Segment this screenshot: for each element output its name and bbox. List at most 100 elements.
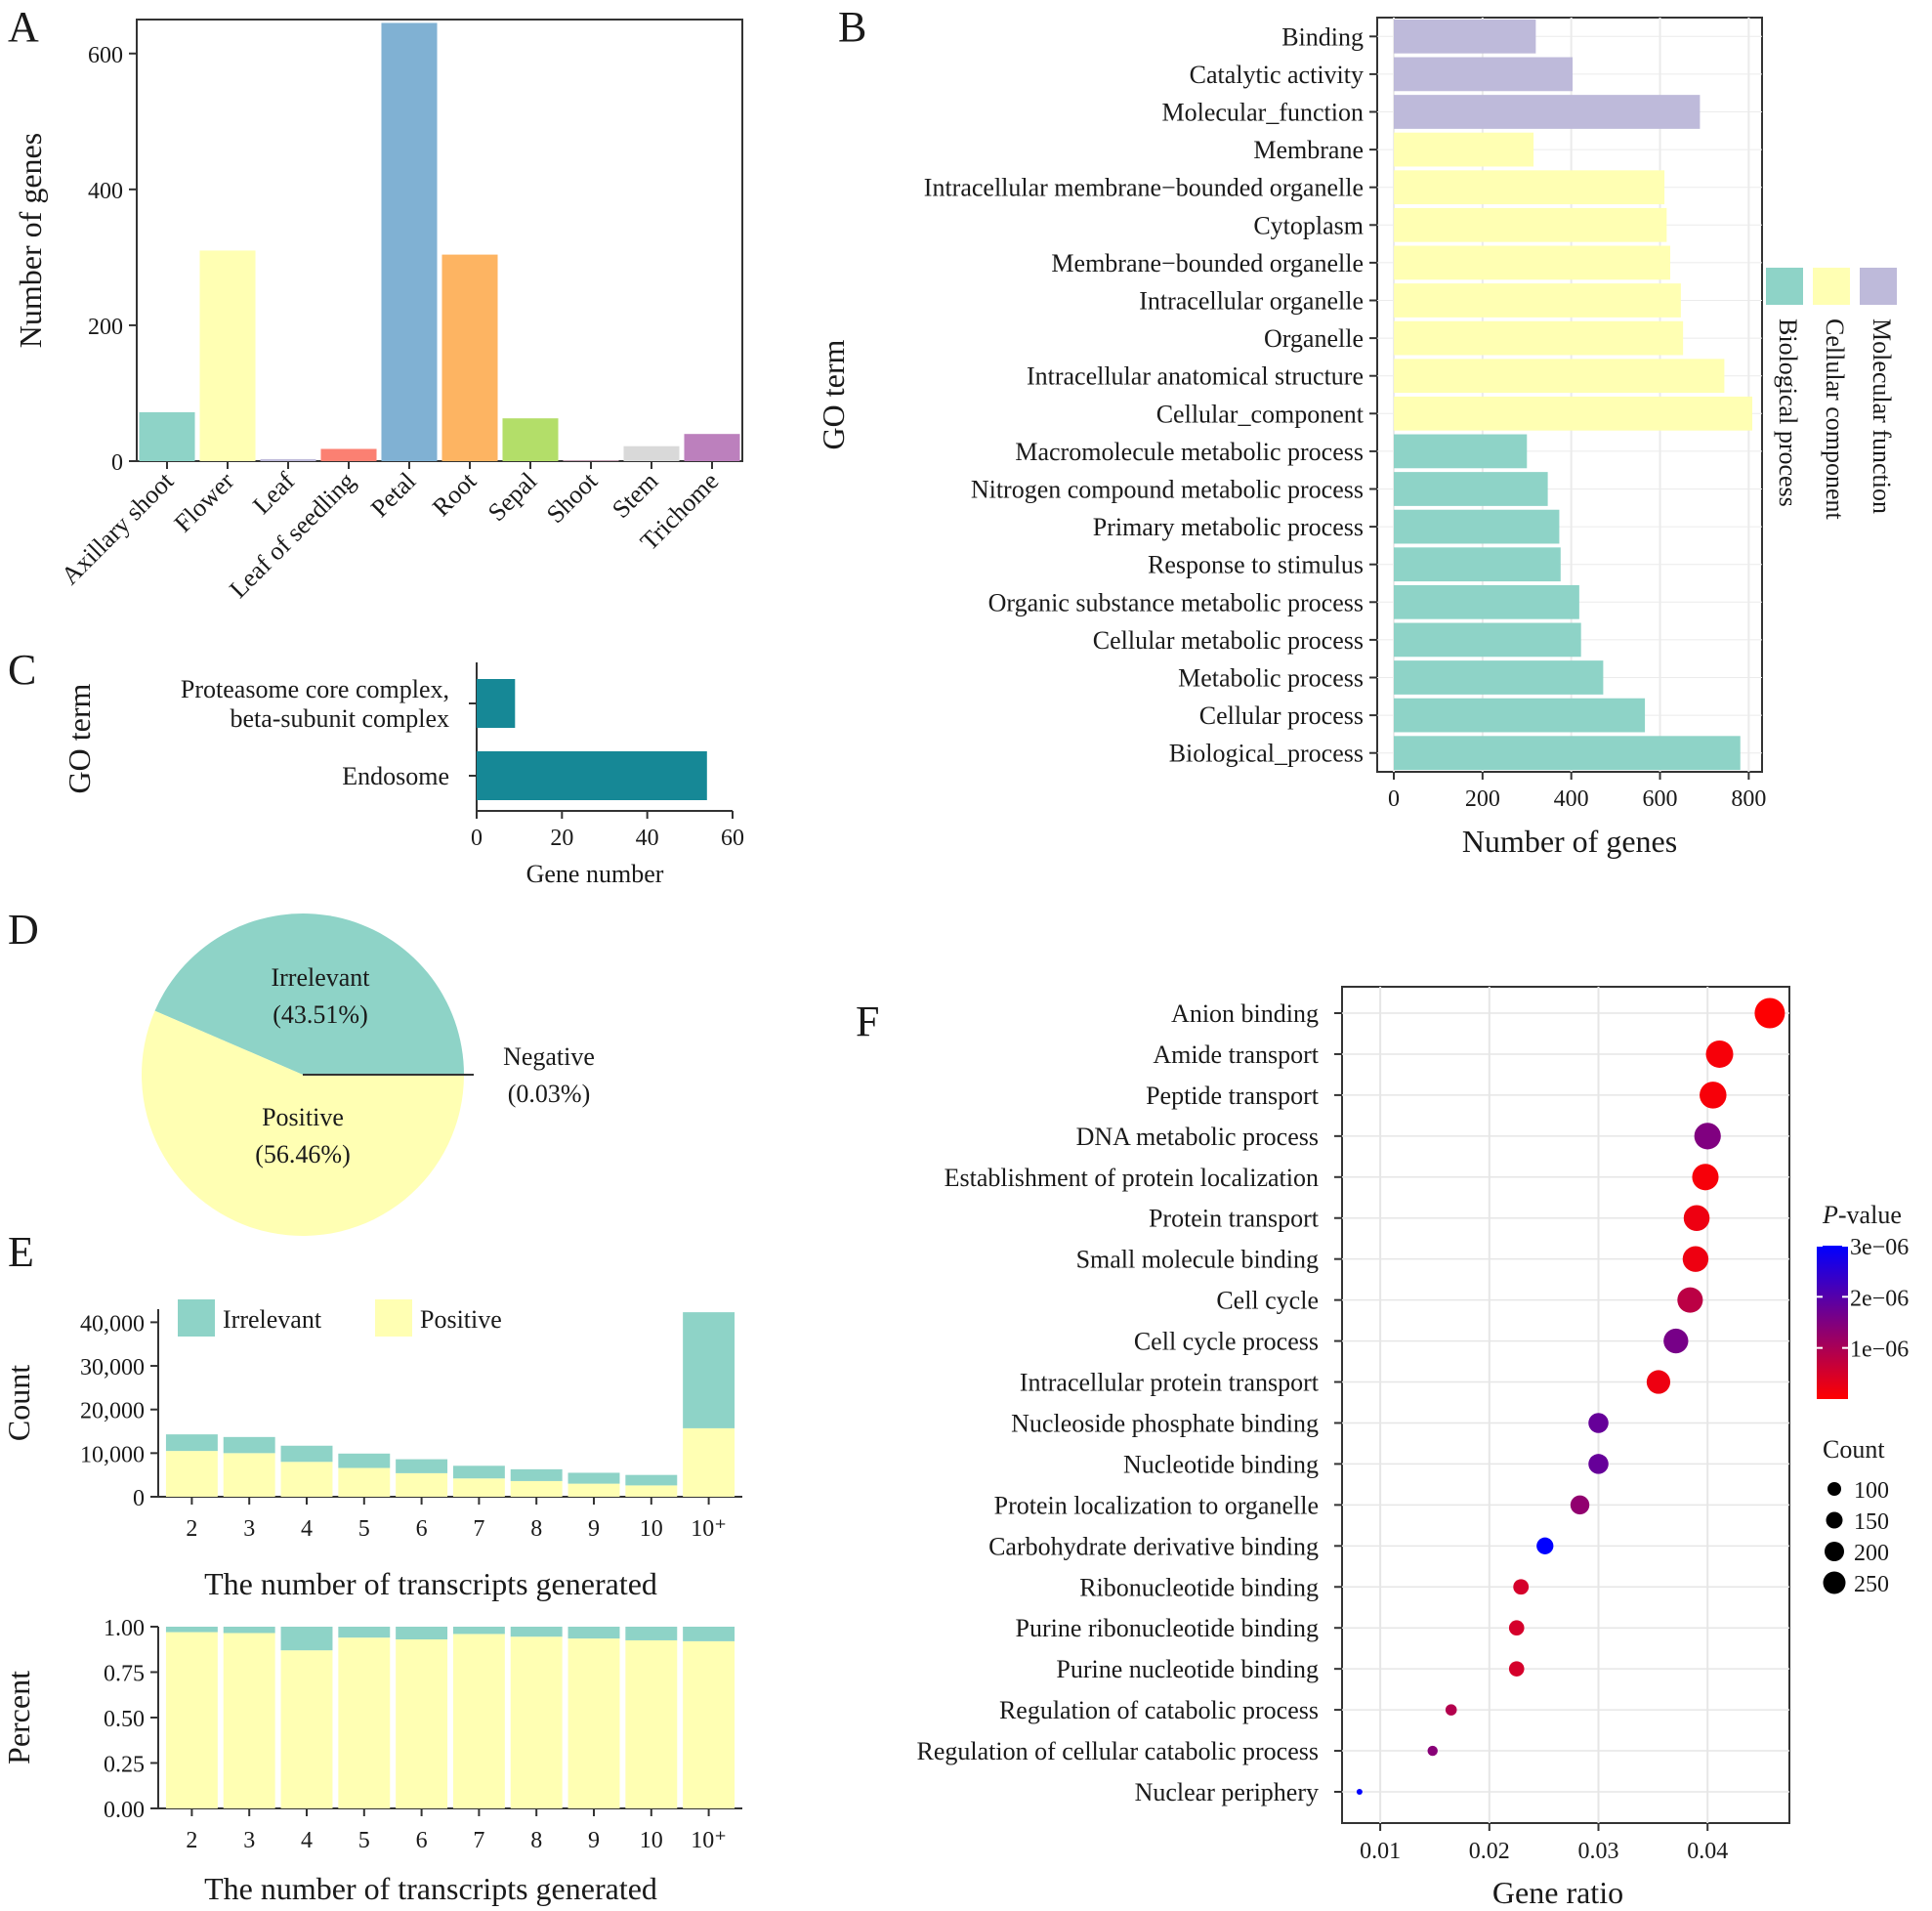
legend-swatch <box>1766 268 1803 305</box>
bar-segment-irrelevant <box>338 1627 391 1638</box>
y-tick-label: 1.00 <box>104 1616 145 1641</box>
y-tick-label: Regulation of cellular catabolic process <box>916 1737 1319 1765</box>
bar-go-term <box>1394 584 1579 619</box>
bar-segment-positive <box>396 1472 448 1497</box>
bar-segment-positive <box>683 1427 735 1497</box>
y-tick-label: Biological_process <box>1169 740 1364 768</box>
y-tick-label: Organelle <box>1264 324 1364 353</box>
dot-go-term <box>1754 998 1785 1029</box>
bar-go-term <box>1394 359 1725 394</box>
dot-go-term <box>1427 1745 1438 1757</box>
bar-segment-irrelevant <box>338 1453 391 1468</box>
y-tick-label: Metabolic process <box>1178 664 1364 693</box>
y-tick-label: 20,000 <box>80 1399 145 1424</box>
legend-label: Irrelevant <box>223 1305 322 1334</box>
bar-flower <box>199 250 256 461</box>
slice-percent: (0.03%) <box>508 1080 590 1108</box>
color-bar-tick-label: 1e−06 <box>1850 1338 1909 1363</box>
x-tick-label: 800 <box>1731 786 1766 812</box>
legend-label: Cellular component <box>1821 318 1849 521</box>
x-tick-label: 10⁺ <box>691 1828 727 1853</box>
x-tick-label: 4 <box>301 1516 313 1542</box>
y-tick-label: 30,000 <box>80 1355 145 1380</box>
bar-segment-positive <box>223 1633 275 1808</box>
bar-segment-positive <box>452 1634 505 1808</box>
dot-go-term <box>1700 1082 1727 1109</box>
bar-segment-positive <box>567 1638 620 1808</box>
panel-e-count-chart: 0 10,000 20,000 30,000 40,000 2 3 4 5 6 7 8 9 10 10⁺ Th… <box>1 1299 742 1601</box>
bar-go-term <box>1394 396 1753 431</box>
bar-segment-irrelevant <box>280 1445 333 1463</box>
y-tick-label: 0.25 <box>104 1753 145 1778</box>
y-tick-label: 0 <box>111 450 123 476</box>
bar-segment-irrelevant <box>567 1472 620 1484</box>
bar-segment-positive <box>567 1483 620 1497</box>
x-tick-label: 6 <box>416 1516 428 1542</box>
count-legend-dot <box>1823 1571 1846 1594</box>
x-tick-label: 10 <box>640 1828 663 1853</box>
y-tick-label: Ribonucleotide binding <box>1079 1573 1319 1601</box>
bar-segment-positive <box>683 1640 735 1808</box>
dot-go-term <box>1677 1287 1703 1313</box>
panel-e-percent-chart: 0.00 0.25 0.50 0.75 1.00 2 3 4 5 6 7 8 9 10 10⁺ The num… <box>1 1616 742 1906</box>
dot-go-term <box>1445 1704 1457 1716</box>
panel-label-b: B <box>838 3 866 51</box>
panel-b-go-bar-chart: Binding Catalytic activity Molecular_funct… <box>816 17 1897 859</box>
x-tick-label: 60 <box>721 826 744 851</box>
bar-segment-irrelevant <box>510 1627 563 1637</box>
p-value-color-bar <box>1817 1246 1848 1399</box>
x-tick-label: 40 <box>636 826 659 851</box>
bar-petal <box>381 22 438 461</box>
p-value-suffix: -value <box>1838 1201 1902 1229</box>
panel-label-f: F <box>856 998 879 1045</box>
y-tick-label: Membrane <box>1253 136 1364 164</box>
bar-segment-irrelevant <box>452 1627 505 1635</box>
bar-go-term <box>1394 698 1646 733</box>
x-tick-label: 0.04 <box>1687 1839 1728 1864</box>
y-axis-title: Percent <box>1 1671 36 1764</box>
x-tick-label: 0 <box>471 826 483 851</box>
y-tick-label: Protein localization to organelle <box>994 1491 1319 1519</box>
dot-go-term <box>1692 1164 1719 1191</box>
x-tick-label: 3 <box>243 1828 255 1853</box>
bar-go-term <box>1394 547 1561 582</box>
dot-go-term <box>1588 1454 1609 1474</box>
bar-segment-irrelevant <box>452 1465 505 1479</box>
legend-swatch <box>178 1299 215 1337</box>
dot-go-term <box>1683 1205 1710 1232</box>
count-legend-title: Count <box>1823 1435 1885 1464</box>
y-tick-label: 200 <box>88 315 123 340</box>
x-axis-title: Gene ratio <box>1492 1875 1623 1910</box>
bar-go-term <box>1394 736 1741 771</box>
x-axis-title: Number of genes <box>1462 824 1677 859</box>
bar-go-term <box>1394 660 1604 695</box>
count-legend-dot <box>1825 1542 1844 1561</box>
x-tick-label: 10 <box>640 1516 663 1542</box>
dot-go-term <box>1682 1246 1709 1272</box>
bar-leaf-of-seedling <box>320 448 377 461</box>
y-tick-label: Purine nucleotide binding <box>1056 1655 1319 1683</box>
y-axis-title: GO term <box>816 339 851 449</box>
y-tick-label: Macromolecule metabolic process <box>1015 438 1364 466</box>
dot-go-term <box>1508 1661 1525 1677</box>
x-tick-label: 9 <box>588 1828 600 1853</box>
y-tick-label: Regulation of catabolic process <box>999 1696 1319 1724</box>
y-tick-label: Cell cycle process <box>1134 1328 1319 1356</box>
bar-go-term <box>1394 622 1581 658</box>
dot-go-term <box>1570 1495 1590 1515</box>
count-legend-label: 250 <box>1854 1572 1889 1597</box>
y-tick-label: Molecular_function <box>1162 99 1365 127</box>
bar-segment-positive <box>510 1480 563 1497</box>
x-tick-label: 7 <box>473 1516 484 1542</box>
bar-segment-irrelevant <box>165 1627 218 1633</box>
y-tick-label: Nitrogen compound metabolic process <box>971 476 1364 504</box>
x-tick-label: 6 <box>416 1828 428 1853</box>
y-tick-label: Amide transport <box>1153 1040 1319 1069</box>
x-tick-label: 200 <box>1465 786 1500 812</box>
color-bar-tick-label: 2e−06 <box>1850 1286 1909 1311</box>
bar-go-term <box>1394 245 1670 280</box>
slice-label: Negative <box>503 1042 595 1071</box>
bar-go-term <box>1394 95 1701 129</box>
x-tick-label: 8 <box>530 1828 542 1853</box>
